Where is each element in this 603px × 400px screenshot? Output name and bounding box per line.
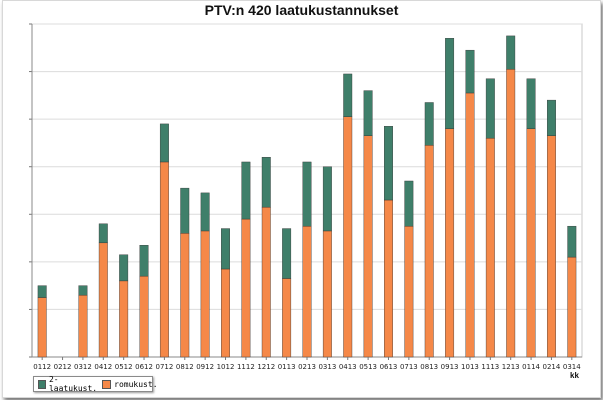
x-tick-label: 1213 xyxy=(502,363,520,371)
x-tick-label: 0512 xyxy=(115,363,133,371)
bar-2-laatukust xyxy=(78,285,88,296)
bar-romukust xyxy=(261,206,271,358)
bar-2-laatukust xyxy=(445,38,455,129)
x-tick-label: 0912 xyxy=(196,363,214,371)
bar-romukust xyxy=(302,225,312,358)
bar-2-laatukust xyxy=(424,102,434,146)
bar-romukust xyxy=(506,68,516,358)
bar-2-laatukust xyxy=(302,161,312,227)
x-tick-label: 0513 xyxy=(359,363,377,371)
bar-romukust xyxy=(322,230,332,358)
bar-romukust xyxy=(78,294,88,358)
bar-2-laatukust xyxy=(180,187,190,234)
bar-romukust xyxy=(424,145,434,358)
bar-romukust xyxy=(546,135,556,358)
x-tick-label: 0212 xyxy=(54,363,72,371)
bar-2-laatukust xyxy=(506,35,516,70)
x-tick-label: 0213 xyxy=(298,363,316,371)
bar-romukust xyxy=(159,161,169,358)
x-tick-label: 0313 xyxy=(318,363,336,371)
bar-2-laatukust xyxy=(282,228,292,279)
x-tick-label: 0613 xyxy=(380,363,398,371)
legend-item-2-laatukust: 2-laatukust. xyxy=(38,375,98,393)
bar-2-laatukust xyxy=(98,223,108,244)
x-tick-label: 0113 xyxy=(278,363,296,371)
bar-2-laatukust xyxy=(546,99,556,136)
legend-label-romukust: romukust. xyxy=(114,379,158,389)
chart-title: PTV:n 420 laatukustannukset xyxy=(204,2,399,18)
bar-romukust xyxy=(384,199,393,358)
bar-romukust xyxy=(241,218,251,358)
bar-romukust xyxy=(445,128,455,358)
x-tick-label: 0913 xyxy=(441,363,459,371)
x-tick-label: 0412 xyxy=(94,363,112,371)
legend-swatch-romukust xyxy=(102,379,112,389)
bar-romukust xyxy=(485,137,495,358)
legend-swatch-2-laatukust xyxy=(38,379,46,389)
bar-romukust xyxy=(119,280,129,358)
x-tick-label: 1212 xyxy=(257,363,275,371)
bar-2-laatukust xyxy=(200,192,210,232)
x-tick-label: 0413 xyxy=(339,363,357,371)
x-tick-label: 0114 xyxy=(522,363,540,371)
bar-2-laatukust xyxy=(485,78,495,139)
bar-romukust xyxy=(343,116,353,358)
x-tick-label: 0112 xyxy=(33,363,51,371)
x-tick-label: 0813 xyxy=(420,363,438,371)
bar-2-laatukust xyxy=(159,123,169,163)
x-tick-label: 0314 xyxy=(563,363,581,371)
bar-romukust xyxy=(221,268,230,358)
x-tick-label: 0712 xyxy=(155,363,173,371)
bar-romukust xyxy=(180,233,190,358)
bar-romukust xyxy=(526,128,536,358)
bar-2-laatukust xyxy=(37,285,47,298)
bar-2-laatukust xyxy=(384,126,393,201)
bar-romukust xyxy=(282,278,292,358)
x-axis-label: kk xyxy=(570,371,579,380)
bar-2-laatukust xyxy=(139,245,149,277)
bar-2-laatukust xyxy=(363,90,373,136)
bar-2-laatukust xyxy=(343,73,353,117)
bar-romukust xyxy=(98,242,108,358)
x-tick-label: 1112 xyxy=(237,363,255,371)
bar-2-laatukust xyxy=(404,180,414,227)
bar-2-laatukust xyxy=(241,161,251,220)
bar-2-laatukust xyxy=(465,49,475,94)
bar-romukust xyxy=(567,256,577,358)
x-tick-label: 0612 xyxy=(135,363,153,371)
bar-2-laatukust xyxy=(526,78,536,129)
x-tick-label: 1012 xyxy=(217,363,235,371)
bar-2-laatukust xyxy=(221,228,230,270)
bar-romukust xyxy=(404,225,414,358)
bar-2-laatukust xyxy=(322,166,332,232)
legend-item-romukust: romukust. xyxy=(102,379,158,389)
x-tick-label: 1013 xyxy=(461,363,479,371)
bar-romukust xyxy=(139,275,149,358)
x-tick-label: 0214 xyxy=(543,363,561,371)
bar-romukust xyxy=(200,230,210,358)
x-tick-label: 0713 xyxy=(400,363,418,371)
x-tick-label: 0812 xyxy=(176,363,194,371)
bar-2-laatukust xyxy=(119,254,129,282)
bar-romukust xyxy=(37,297,47,358)
legend-label-2-laatukust: 2-laatukust. xyxy=(48,375,98,393)
x-tick-label: 0312 xyxy=(74,363,92,371)
bar-romukust xyxy=(363,135,373,358)
x-tick-label: 1113 xyxy=(481,363,499,371)
bar-romukust xyxy=(465,92,475,358)
legend: 2-laatukust. romukust. xyxy=(33,375,158,393)
bar-2-laatukust xyxy=(567,225,577,258)
bar-2-laatukust xyxy=(261,156,271,208)
